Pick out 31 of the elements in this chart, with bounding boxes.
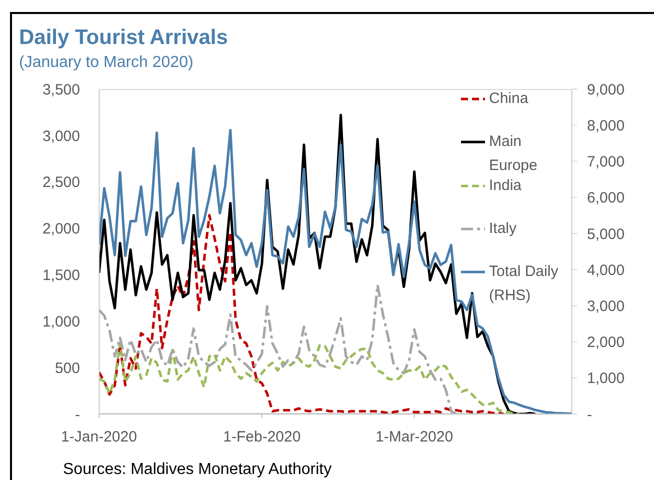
y2-tick-label: 4,000 <box>587 262 625 279</box>
y-tick-label: - <box>75 406 80 424</box>
legend-label: Total Daily (RHS) <box>489 262 560 306</box>
y2-tick-label: 1,000 <box>587 370 625 388</box>
y2-tick-label: 2,000 <box>587 334 625 352</box>
x-tick-label: 1-Feb-2020 <box>223 428 301 446</box>
legend-label: India <box>489 176 523 196</box>
y2-tick-label: 3,000 <box>587 298 625 315</box>
y2-tick-label: 8,000 <box>587 117 625 134</box>
y2-tick-label: 6,000 <box>587 190 625 207</box>
y-tick-label: 500 <box>54 360 80 377</box>
y-tick-label: 2,000 <box>42 220 80 238</box>
y-tick-label: 1,500 <box>42 267 80 284</box>
y-tick-label: 3,000 <box>42 128 80 145</box>
x-tick-label: 1-Mar-2020 <box>376 428 454 446</box>
y-tick-label: 3,500 <box>42 81 80 98</box>
y2-tick-label: - <box>587 406 592 424</box>
x-tick-label: 1-Jan-2020 <box>61 428 137 446</box>
y2-tick-label: 7,000 <box>587 154 625 171</box>
legend-label: Main Europe <box>489 132 538 176</box>
chart-title: Daily Tourist Arrivals <box>19 25 228 50</box>
legend-label: China <box>489 89 530 109</box>
y-tick-label: 2,500 <box>42 174 80 192</box>
y-tick-label: 1,000 <box>42 313 80 330</box>
y2-tick-label: 9,000 <box>587 81 625 98</box>
legend-label: Italy <box>489 218 518 239</box>
y2-tick-label: 5,000 <box>587 226 625 243</box>
line-series <box>99 284 458 414</box>
line-series <box>99 342 521 414</box>
chart-subtitle: (January to March 2020) <box>19 53 194 73</box>
source-note: Sources: Maldives Monetary Authority <box>63 460 332 479</box>
